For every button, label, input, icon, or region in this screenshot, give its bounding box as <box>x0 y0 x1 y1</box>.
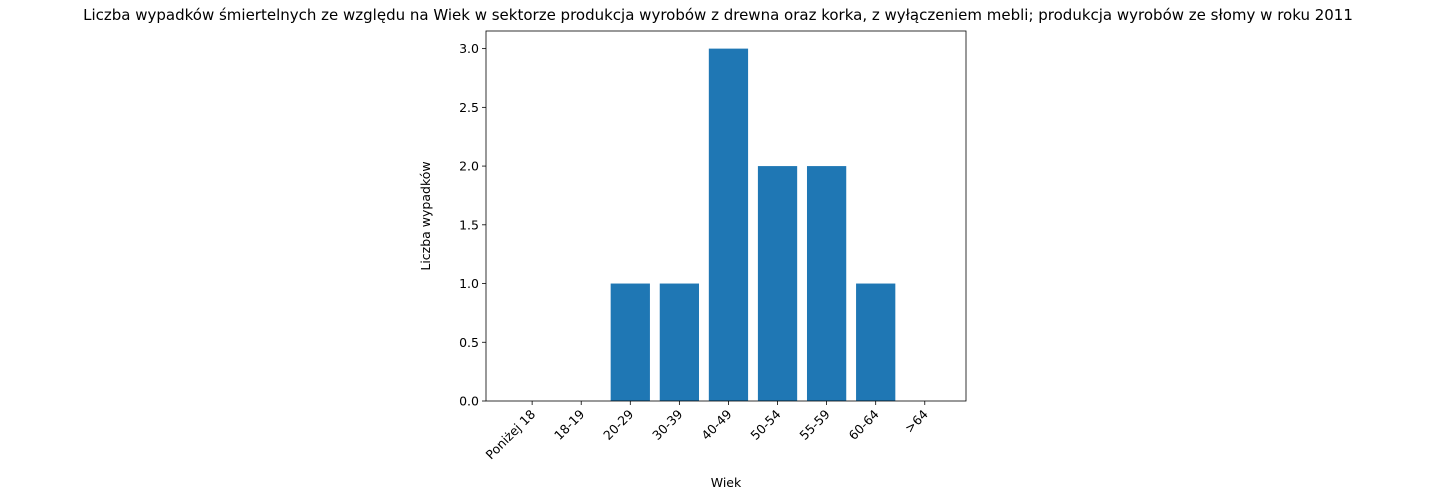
x-axis-ticks: Poniżej 18 18-19 20-29 30-39 40-49 50-54 55-59… <box>483 401 931 462</box>
x-tick-label: 55-59 <box>796 406 832 442</box>
x-tick-label: >64 <box>902 406 931 435</box>
bar-5 <box>708 48 749 401</box>
y-tick-label: 3.0 <box>459 41 479 56</box>
x-tick-label: 60-64 <box>846 406 882 442</box>
y-axis-ticks: 0.0 0.5 1.0 1.5 2.0 2.5 3.0 <box>459 41 486 409</box>
x-tick-label: 18-19 <box>551 406 587 442</box>
x-tick-label: 40-49 <box>698 406 734 442</box>
y-tick-label: 2.5 <box>459 100 479 115</box>
bar-8 <box>856 283 896 401</box>
plot-frame <box>485 30 967 402</box>
bar-7 <box>806 166 847 401</box>
y-axis-label: Liczba wypadków <box>418 161 433 270</box>
bar-4 <box>659 283 700 401</box>
y-tick-label: 1.5 <box>459 217 479 232</box>
x-tick-label: Poniżej 18 <box>483 406 539 462</box>
x-tick-label: 30-39 <box>649 406 685 442</box>
bars-group <box>610 48 896 401</box>
bar-6 <box>757 166 798 401</box>
y-tick-label: 0.5 <box>459 335 479 350</box>
bar-3 <box>610 283 650 401</box>
x-axis-label: Wiek <box>711 475 742 490</box>
chart-title: Liczba wypadków śmiertelnych ze względu … <box>83 6 1353 24</box>
y-tick-label: 2.0 <box>459 159 479 174</box>
x-tick-label: 20-29 <box>600 406 636 442</box>
y-tick-label: 1.0 <box>459 276 479 291</box>
y-tick-label: 0.0 <box>459 394 479 409</box>
x-tick-label: 50-54 <box>747 406 783 442</box>
